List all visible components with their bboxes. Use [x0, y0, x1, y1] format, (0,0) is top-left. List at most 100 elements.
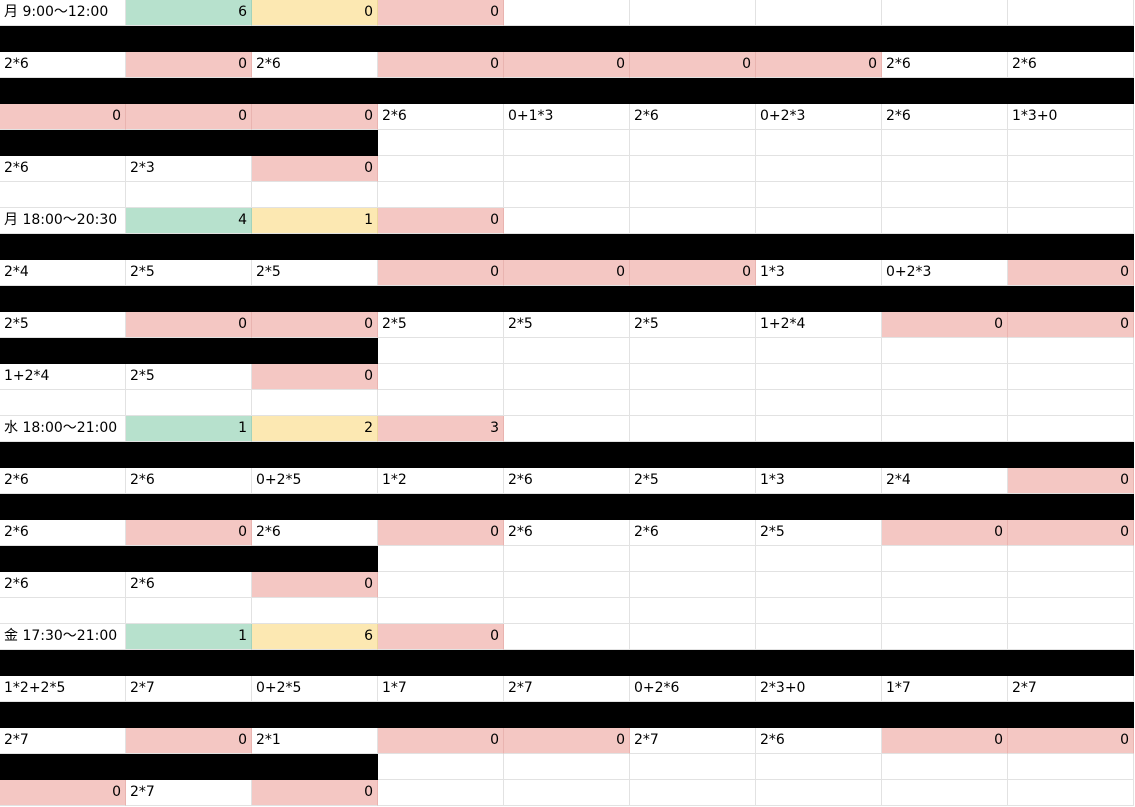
- table-cell[interactable]: 2*6: [630, 104, 756, 130]
- separator-cell[interactable]: [252, 702, 378, 728]
- table-cell[interactable]: 2*6: [882, 104, 1008, 130]
- table-cell[interactable]: [756, 208, 882, 234]
- table-cell[interactable]: [252, 182, 378, 208]
- separator-cell[interactable]: [504, 286, 630, 312]
- separator-cell[interactable]: [252, 546, 378, 572]
- table-cell[interactable]: [1008, 364, 1134, 390]
- table-cell[interactable]: 2*6: [756, 728, 882, 754]
- table-cell[interactable]: [1008, 546, 1134, 572]
- table-cell[interactable]: [882, 624, 1008, 650]
- table-cell[interactable]: [882, 546, 1008, 572]
- table-cell[interactable]: 6: [126, 0, 252, 26]
- table-cell[interactable]: 0: [126, 728, 252, 754]
- table-cell[interactable]: 1: [126, 416, 252, 442]
- separator-cell[interactable]: [882, 650, 1008, 676]
- table-cell[interactable]: 2*3: [126, 156, 252, 182]
- table-cell[interactable]: [1008, 208, 1134, 234]
- table-cell[interactable]: 金 17:30～21:00: [0, 624, 126, 650]
- separator-cell[interactable]: [630, 78, 756, 104]
- table-cell[interactable]: 0: [126, 520, 252, 546]
- separator-cell[interactable]: [378, 494, 504, 520]
- table-cell[interactable]: [0, 598, 126, 624]
- table-cell[interactable]: 1+2*4: [756, 312, 882, 338]
- table-cell[interactable]: [756, 598, 882, 624]
- table-cell[interactable]: [630, 130, 756, 156]
- table-cell[interactable]: 0: [0, 780, 126, 806]
- table-cell[interactable]: [0, 390, 126, 416]
- separator-cell[interactable]: [504, 702, 630, 728]
- separator-cell[interactable]: [126, 26, 252, 52]
- table-cell[interactable]: 4: [126, 208, 252, 234]
- separator-cell[interactable]: [882, 702, 1008, 728]
- table-cell[interactable]: [882, 416, 1008, 442]
- table-cell[interactable]: [756, 572, 882, 598]
- table-cell[interactable]: 2*7: [1008, 676, 1134, 702]
- table-cell[interactable]: [630, 598, 756, 624]
- separator-cell[interactable]: [756, 286, 882, 312]
- table-cell[interactable]: 6: [252, 624, 378, 650]
- table-cell[interactable]: 2*5: [504, 312, 630, 338]
- table-cell[interactable]: 2: [252, 416, 378, 442]
- table-cell[interactable]: 2*7: [126, 780, 252, 806]
- table-cell[interactable]: [378, 780, 504, 806]
- table-cell[interactable]: [378, 572, 504, 598]
- table-cell[interactable]: 1*2+2*5: [0, 676, 126, 702]
- table-cell[interactable]: 0: [252, 572, 378, 598]
- separator-cell[interactable]: [630, 286, 756, 312]
- separator-cell[interactable]: [0, 338, 126, 364]
- table-cell[interactable]: [1008, 624, 1134, 650]
- table-cell[interactable]: 0+2*3: [882, 260, 1008, 286]
- table-cell[interactable]: 2*1: [252, 728, 378, 754]
- separator-cell[interactable]: [504, 234, 630, 260]
- table-cell[interactable]: 2*6: [504, 520, 630, 546]
- table-cell[interactable]: [1008, 780, 1134, 806]
- table-cell[interactable]: [630, 416, 756, 442]
- table-cell[interactable]: [882, 780, 1008, 806]
- table-cell[interactable]: [630, 754, 756, 780]
- separator-cell[interactable]: [126, 546, 252, 572]
- table-cell[interactable]: 0: [252, 312, 378, 338]
- separator-cell[interactable]: [1008, 442, 1134, 468]
- table-cell[interactable]: 1*3+0: [1008, 104, 1134, 130]
- separator-cell[interactable]: [0, 442, 126, 468]
- table-cell[interactable]: 2*6: [0, 520, 126, 546]
- table-cell[interactable]: 0+1*3: [504, 104, 630, 130]
- separator-cell[interactable]: [0, 650, 126, 676]
- separator-cell[interactable]: [126, 650, 252, 676]
- separator-cell[interactable]: [126, 494, 252, 520]
- table-cell[interactable]: [504, 364, 630, 390]
- table-cell[interactable]: [882, 364, 1008, 390]
- table-cell[interactable]: [630, 546, 756, 572]
- table-cell[interactable]: [378, 364, 504, 390]
- separator-cell[interactable]: [252, 754, 378, 780]
- table-cell[interactable]: 2*6: [0, 156, 126, 182]
- table-cell[interactable]: 2*7: [126, 676, 252, 702]
- table-cell[interactable]: 2*7: [630, 728, 756, 754]
- table-cell[interactable]: 月 18:00～20:30: [0, 208, 126, 234]
- table-cell[interactable]: [504, 338, 630, 364]
- separator-cell[interactable]: [1008, 234, 1134, 260]
- table-cell[interactable]: [882, 208, 1008, 234]
- table-cell[interactable]: 0: [0, 104, 126, 130]
- table-cell[interactable]: [1008, 598, 1134, 624]
- table-cell[interactable]: 2*6: [1008, 52, 1134, 78]
- separator-cell[interactable]: [0, 494, 126, 520]
- separator-cell[interactable]: [756, 494, 882, 520]
- table-cell[interactable]: [0, 182, 126, 208]
- table-cell[interactable]: 2*7: [0, 728, 126, 754]
- table-cell[interactable]: [126, 598, 252, 624]
- table-cell[interactable]: [504, 390, 630, 416]
- separator-cell[interactable]: [252, 130, 378, 156]
- separator-cell[interactable]: [126, 286, 252, 312]
- separator-cell[interactable]: [756, 26, 882, 52]
- table-cell[interactable]: [756, 416, 882, 442]
- table-cell[interactable]: [1008, 754, 1134, 780]
- separator-cell[interactable]: [252, 442, 378, 468]
- table-cell[interactable]: [882, 572, 1008, 598]
- table-cell[interactable]: [756, 546, 882, 572]
- table-cell[interactable]: 0: [378, 52, 504, 78]
- table-cell[interactable]: [504, 572, 630, 598]
- table-cell[interactable]: [504, 130, 630, 156]
- separator-cell[interactable]: [378, 650, 504, 676]
- table-cell[interactable]: [756, 624, 882, 650]
